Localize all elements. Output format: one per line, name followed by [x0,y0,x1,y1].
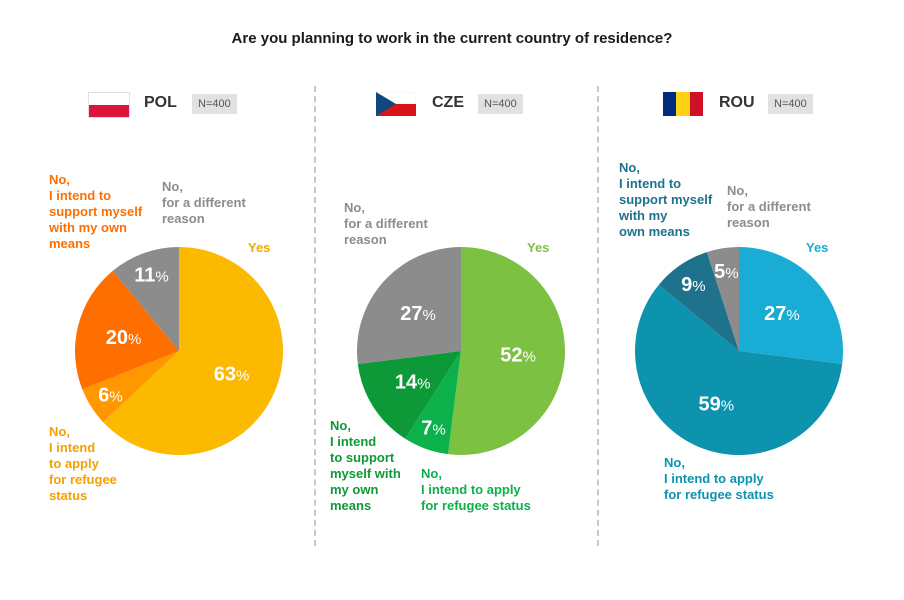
category-label-different: No, for a different reason [727,183,811,230]
slice-value-label: 27% [764,303,800,325]
category-label-yes: Yes [527,240,550,255]
pie-slice-different [706,247,739,351]
pie-slice-support [75,270,179,390]
slice-value-label: 63% [214,364,250,386]
sample-size-badge: N=400 [192,94,237,114]
country-code: POL [144,94,177,111]
poland-flag-icon [88,92,130,118]
pie-chart-rou: 27% 59% 9% 5% [634,247,843,456]
pie-slice-support [357,351,461,439]
pie-slice-support [658,252,739,351]
pie-slice-yes [447,247,566,455]
category-label-support: No, I intend to support myself with my o… [619,160,713,239]
slice-value-label: 27% [400,303,436,325]
slice-value-label: 59% [699,394,735,416]
pie-slice-different [357,247,461,365]
slice-value-label: 52% [500,345,536,367]
slice-value-label: 14% [395,372,431,394]
category-label-different: No, for a different reason [344,200,428,247]
category-label-refugee: No, I intend to apply for refugee status [664,455,774,502]
divider [314,86,316,546]
category-label-support: No, I intend to support myself with my o… [330,418,401,513]
pie-slice-refugee [82,351,179,423]
pie-chart-cze: 52% 7% 14% 27% [357,247,566,455]
category-label-different: No, for a different reason [162,179,246,226]
slice-value-label: 5% [714,261,738,283]
romania-flag-icon [663,92,703,116]
chart-title: Are you planning to work in the current … [231,30,673,47]
category-label-yes: Yes [806,240,829,255]
category-label-support: No, I intend to support myself with my o… [49,172,143,251]
category-label-yes: Yes [248,240,271,255]
pie-chart-pol: 63% 6% 20% 11% [75,247,284,455]
pie-slice-yes [739,247,843,365]
slice-value-label: 7% [421,417,445,439]
country-code: ROU [719,94,755,111]
slice-value-label: 6% [98,385,122,407]
slice-value-label: 20% [106,327,142,349]
slice-value-label: 9% [681,274,705,296]
sample-size-badge: N=400 [768,94,813,114]
country-code: CZE [432,94,464,111]
pie-slice-yes [103,247,284,455]
category-label-refugee: No, I intend to apply for refugee status [421,466,531,513]
pie-slice-refugee [634,284,843,456]
pie-slice-refugee [405,351,461,455]
sample-size-badge: N=400 [478,94,523,114]
slice-value-label: 11% [134,265,169,287]
divider [597,86,599,546]
category-label-refugee: No, I intend to apply for refugee status [49,424,117,503]
pie-slice-different [112,247,179,351]
czech-flag-icon [375,91,417,116]
